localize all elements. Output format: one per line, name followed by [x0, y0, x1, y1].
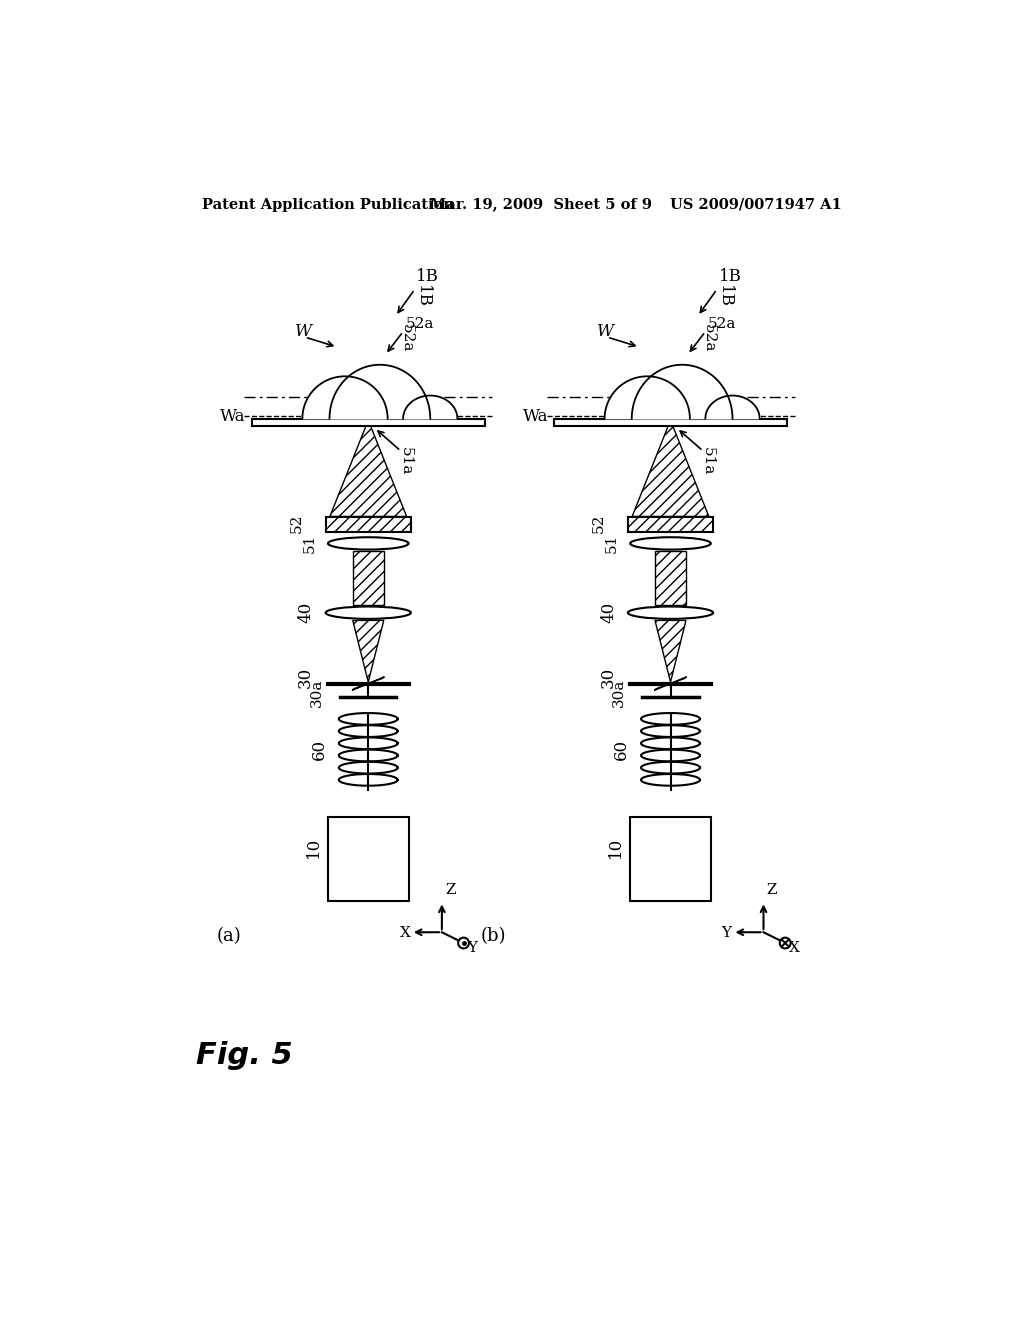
Polygon shape	[654, 677, 687, 690]
Polygon shape	[604, 376, 690, 418]
Ellipse shape	[328, 537, 409, 549]
Text: 51: 51	[302, 533, 316, 553]
Text: Y: Y	[722, 925, 732, 940]
Text: 1B: 1B	[414, 285, 431, 309]
Text: 52: 52	[290, 513, 304, 533]
Text: 40: 40	[298, 602, 314, 623]
Text: 1B: 1B	[719, 268, 741, 285]
Text: X: X	[400, 925, 411, 940]
Text: Wa: Wa	[522, 408, 548, 425]
Text: 51a: 51a	[700, 447, 715, 475]
Text: 1B: 1B	[716, 285, 733, 309]
Text: Mar. 19, 2009  Sheet 5 of 9: Mar. 19, 2009 Sheet 5 of 9	[430, 198, 652, 211]
Text: Wa: Wa	[220, 408, 246, 425]
Polygon shape	[706, 396, 760, 418]
Polygon shape	[330, 420, 407, 516]
Text: Fig. 5: Fig. 5	[197, 1041, 293, 1071]
Text: 30a: 30a	[310, 678, 324, 708]
Ellipse shape	[628, 607, 713, 619]
Bar	[628, 517, 713, 532]
Circle shape	[779, 937, 791, 948]
Ellipse shape	[630, 537, 711, 549]
Bar	[328, 817, 409, 902]
Polygon shape	[352, 677, 384, 690]
Text: 10: 10	[607, 837, 624, 858]
Text: W: W	[295, 323, 311, 341]
Polygon shape	[655, 552, 686, 605]
Text: 52a: 52a	[406, 317, 434, 331]
Polygon shape	[352, 620, 384, 682]
Text: 1B: 1B	[417, 268, 439, 285]
Text: Z: Z	[767, 883, 777, 896]
Polygon shape	[632, 364, 732, 418]
Text: US 2009/0071947 A1: US 2009/0071947 A1	[671, 198, 843, 211]
Text: Y: Y	[467, 941, 477, 956]
Circle shape	[458, 937, 469, 948]
Text: W: W	[597, 323, 614, 341]
Text: 30: 30	[297, 667, 314, 688]
Text: 30: 30	[599, 667, 616, 688]
Text: (a): (a)	[217, 927, 242, 945]
Text: X: X	[790, 941, 800, 956]
Text: 30a: 30a	[612, 678, 627, 708]
Text: (b): (b)	[480, 927, 506, 945]
Text: 40: 40	[600, 602, 617, 623]
Polygon shape	[403, 396, 458, 418]
Text: 52: 52	[592, 513, 606, 533]
Bar	[326, 517, 411, 532]
Bar	[630, 817, 711, 902]
Polygon shape	[330, 364, 430, 418]
Text: 52a: 52a	[702, 323, 716, 352]
Text: Z: Z	[445, 883, 456, 896]
Polygon shape	[352, 552, 384, 605]
Polygon shape	[302, 376, 388, 418]
Text: 60: 60	[613, 739, 630, 760]
Ellipse shape	[326, 607, 411, 619]
Bar	[554, 418, 786, 426]
Text: 52a: 52a	[400, 323, 414, 352]
Text: 51: 51	[604, 533, 618, 553]
Text: 52a: 52a	[708, 317, 736, 331]
Polygon shape	[632, 420, 709, 516]
Text: Patent Application Publication: Patent Application Publication	[202, 198, 454, 211]
Text: 60: 60	[311, 739, 328, 760]
Text: 10: 10	[305, 837, 322, 858]
Bar	[252, 418, 484, 426]
Text: 51a: 51a	[398, 447, 413, 475]
Polygon shape	[655, 620, 686, 682]
